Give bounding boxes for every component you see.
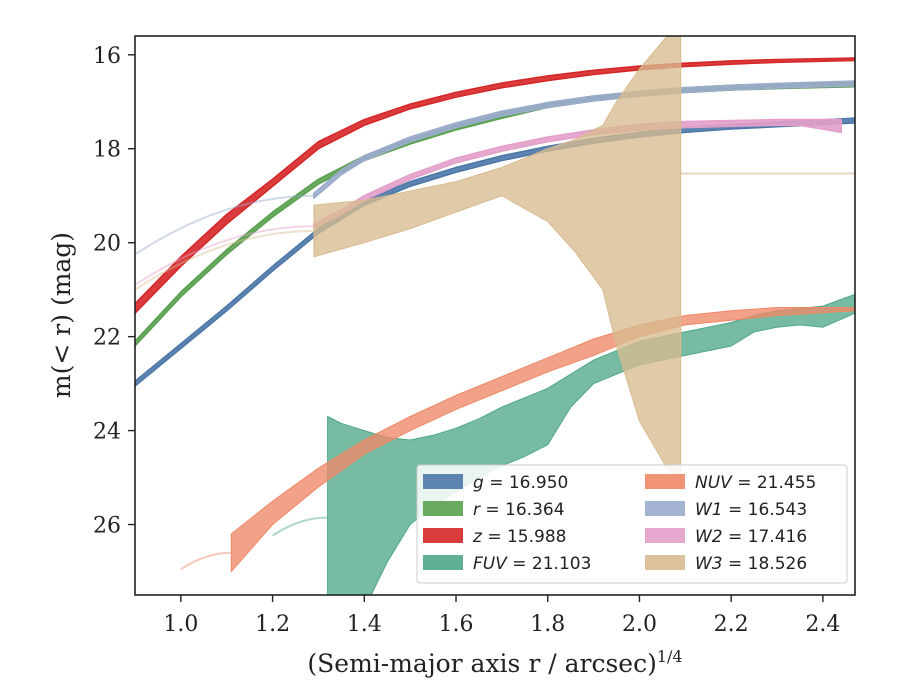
legend-item-w3: W3 = 18.526 bbox=[645, 554, 807, 574]
x-tick-label: 2.4 bbox=[805, 612, 840, 637]
legend-label: W3 = 18.526 bbox=[695, 554, 807, 574]
x-axis-label-text: (Semi-major axis r / arcsec) bbox=[307, 649, 656, 678]
legend-label: NUV = 21.455 bbox=[695, 473, 816, 493]
series-w1-band bbox=[313, 80, 855, 199]
legend-label-value: = 17.416 bbox=[723, 527, 808, 547]
x-tick-label: 2.2 bbox=[714, 612, 749, 637]
y-tick-label: 22 bbox=[93, 326, 121, 351]
legend-label: g = 16.950 bbox=[473, 473, 568, 493]
legend-item-w1: W1 = 16.543 bbox=[645, 500, 807, 520]
legend-label-band: NUV bbox=[695, 473, 733, 493]
x-tick-label: 1.2 bbox=[255, 612, 290, 637]
y-tick-label: 26 bbox=[93, 514, 121, 539]
series-w2 bbox=[135, 118, 843, 286]
x-tick-label: 1.8 bbox=[530, 612, 565, 637]
legend-item-fuv: FUV = 21.103 bbox=[423, 554, 591, 574]
series-w2-band bbox=[313, 118, 843, 230]
plot-frame bbox=[134, 35, 856, 596]
series-z bbox=[135, 57, 855, 315]
legend-swatch bbox=[645, 501, 685, 516]
x-tick-label: 2.0 bbox=[622, 612, 657, 637]
series-nuv-extrapolation bbox=[180, 551, 232, 571]
x-axis: 1.0 1.2 1.4 1.6 1.8 2.0 2.2 2.4 bbox=[163, 595, 840, 637]
legend-label-value: = 21.103 bbox=[507, 554, 592, 574]
legend-swatch bbox=[645, 528, 685, 543]
legend-swatch bbox=[423, 474, 463, 489]
legend-swatch bbox=[423, 501, 463, 516]
x-axis-label-exponent: 1/4 bbox=[657, 647, 683, 666]
legend-label: W1 = 16.543 bbox=[695, 500, 807, 520]
series-w1 bbox=[135, 80, 855, 256]
series-z-band bbox=[135, 57, 855, 315]
legend-frame bbox=[416, 464, 848, 584]
legend-label-band: FUV bbox=[473, 554, 508, 574]
legend-label-band: W3 bbox=[695, 554, 723, 574]
series-nuv bbox=[180, 307, 855, 572]
legend-label-band: g bbox=[473, 473, 484, 493]
legend-item-w2: W2 = 17.416 bbox=[645, 527, 807, 547]
legend-label-value: = 16.364 bbox=[480, 500, 565, 520]
series-w1-extrapolation bbox=[135, 194, 314, 256]
y-tick-label: 18 bbox=[93, 138, 121, 163]
x-tick-label: 1.0 bbox=[163, 612, 198, 637]
y-tick-label: 24 bbox=[93, 420, 121, 445]
y-tick-label: 20 bbox=[93, 232, 121, 257]
legend-item-z: z = 15.988 bbox=[423, 527, 566, 547]
y-axis: 16 18 20 22 24 26 bbox=[93, 44, 135, 539]
legend-label-band: W2 bbox=[695, 527, 723, 547]
series-w3-extrapolation bbox=[135, 229, 314, 291]
legend-label-value: = 15.988 bbox=[482, 527, 567, 547]
legend-label-value: = 18.526 bbox=[723, 554, 808, 574]
series-w2-extrapolation bbox=[135, 225, 314, 286]
legend-label: W2 = 17.416 bbox=[695, 527, 807, 547]
series-g-band bbox=[135, 117, 855, 387]
legend-swatch bbox=[423, 555, 463, 570]
legend-label-band: r bbox=[473, 500, 481, 520]
series-fuv-extrapolation bbox=[272, 516, 328, 537]
series-g bbox=[135, 117, 855, 387]
y-tick-label: 16 bbox=[93, 44, 121, 69]
legend-label-value: = 16.950 bbox=[484, 473, 569, 493]
legend-label: r = 16.364 bbox=[473, 500, 565, 520]
legend-item-nuv: NUV = 21.455 bbox=[645, 473, 816, 493]
legend-label-value: = 21.455 bbox=[732, 473, 817, 493]
x-axis-label: (Semi-major axis r / arcsec)1/4 bbox=[307, 647, 682, 678]
x-tick-label: 1.6 bbox=[439, 612, 474, 637]
legend-item-r: r = 16.364 bbox=[423, 500, 565, 520]
legend-label: z = 15.988 bbox=[472, 527, 566, 547]
legend-swatch bbox=[645, 555, 685, 570]
legend-label-value: = 16.543 bbox=[723, 500, 808, 520]
legend-label-band: z bbox=[472, 527, 483, 547]
y-axis-label: m(< r) (mag) bbox=[47, 232, 76, 398]
legend-item-g: g = 16.950 bbox=[423, 473, 568, 493]
series-nuv-band bbox=[230, 307, 855, 572]
x-tick-label: 1.4 bbox=[347, 612, 382, 637]
legend-swatch bbox=[645, 474, 685, 489]
legend-label-band: W1 bbox=[695, 500, 723, 520]
legend-swatch bbox=[423, 528, 463, 543]
legend-label: FUV = 21.103 bbox=[473, 554, 591, 574]
